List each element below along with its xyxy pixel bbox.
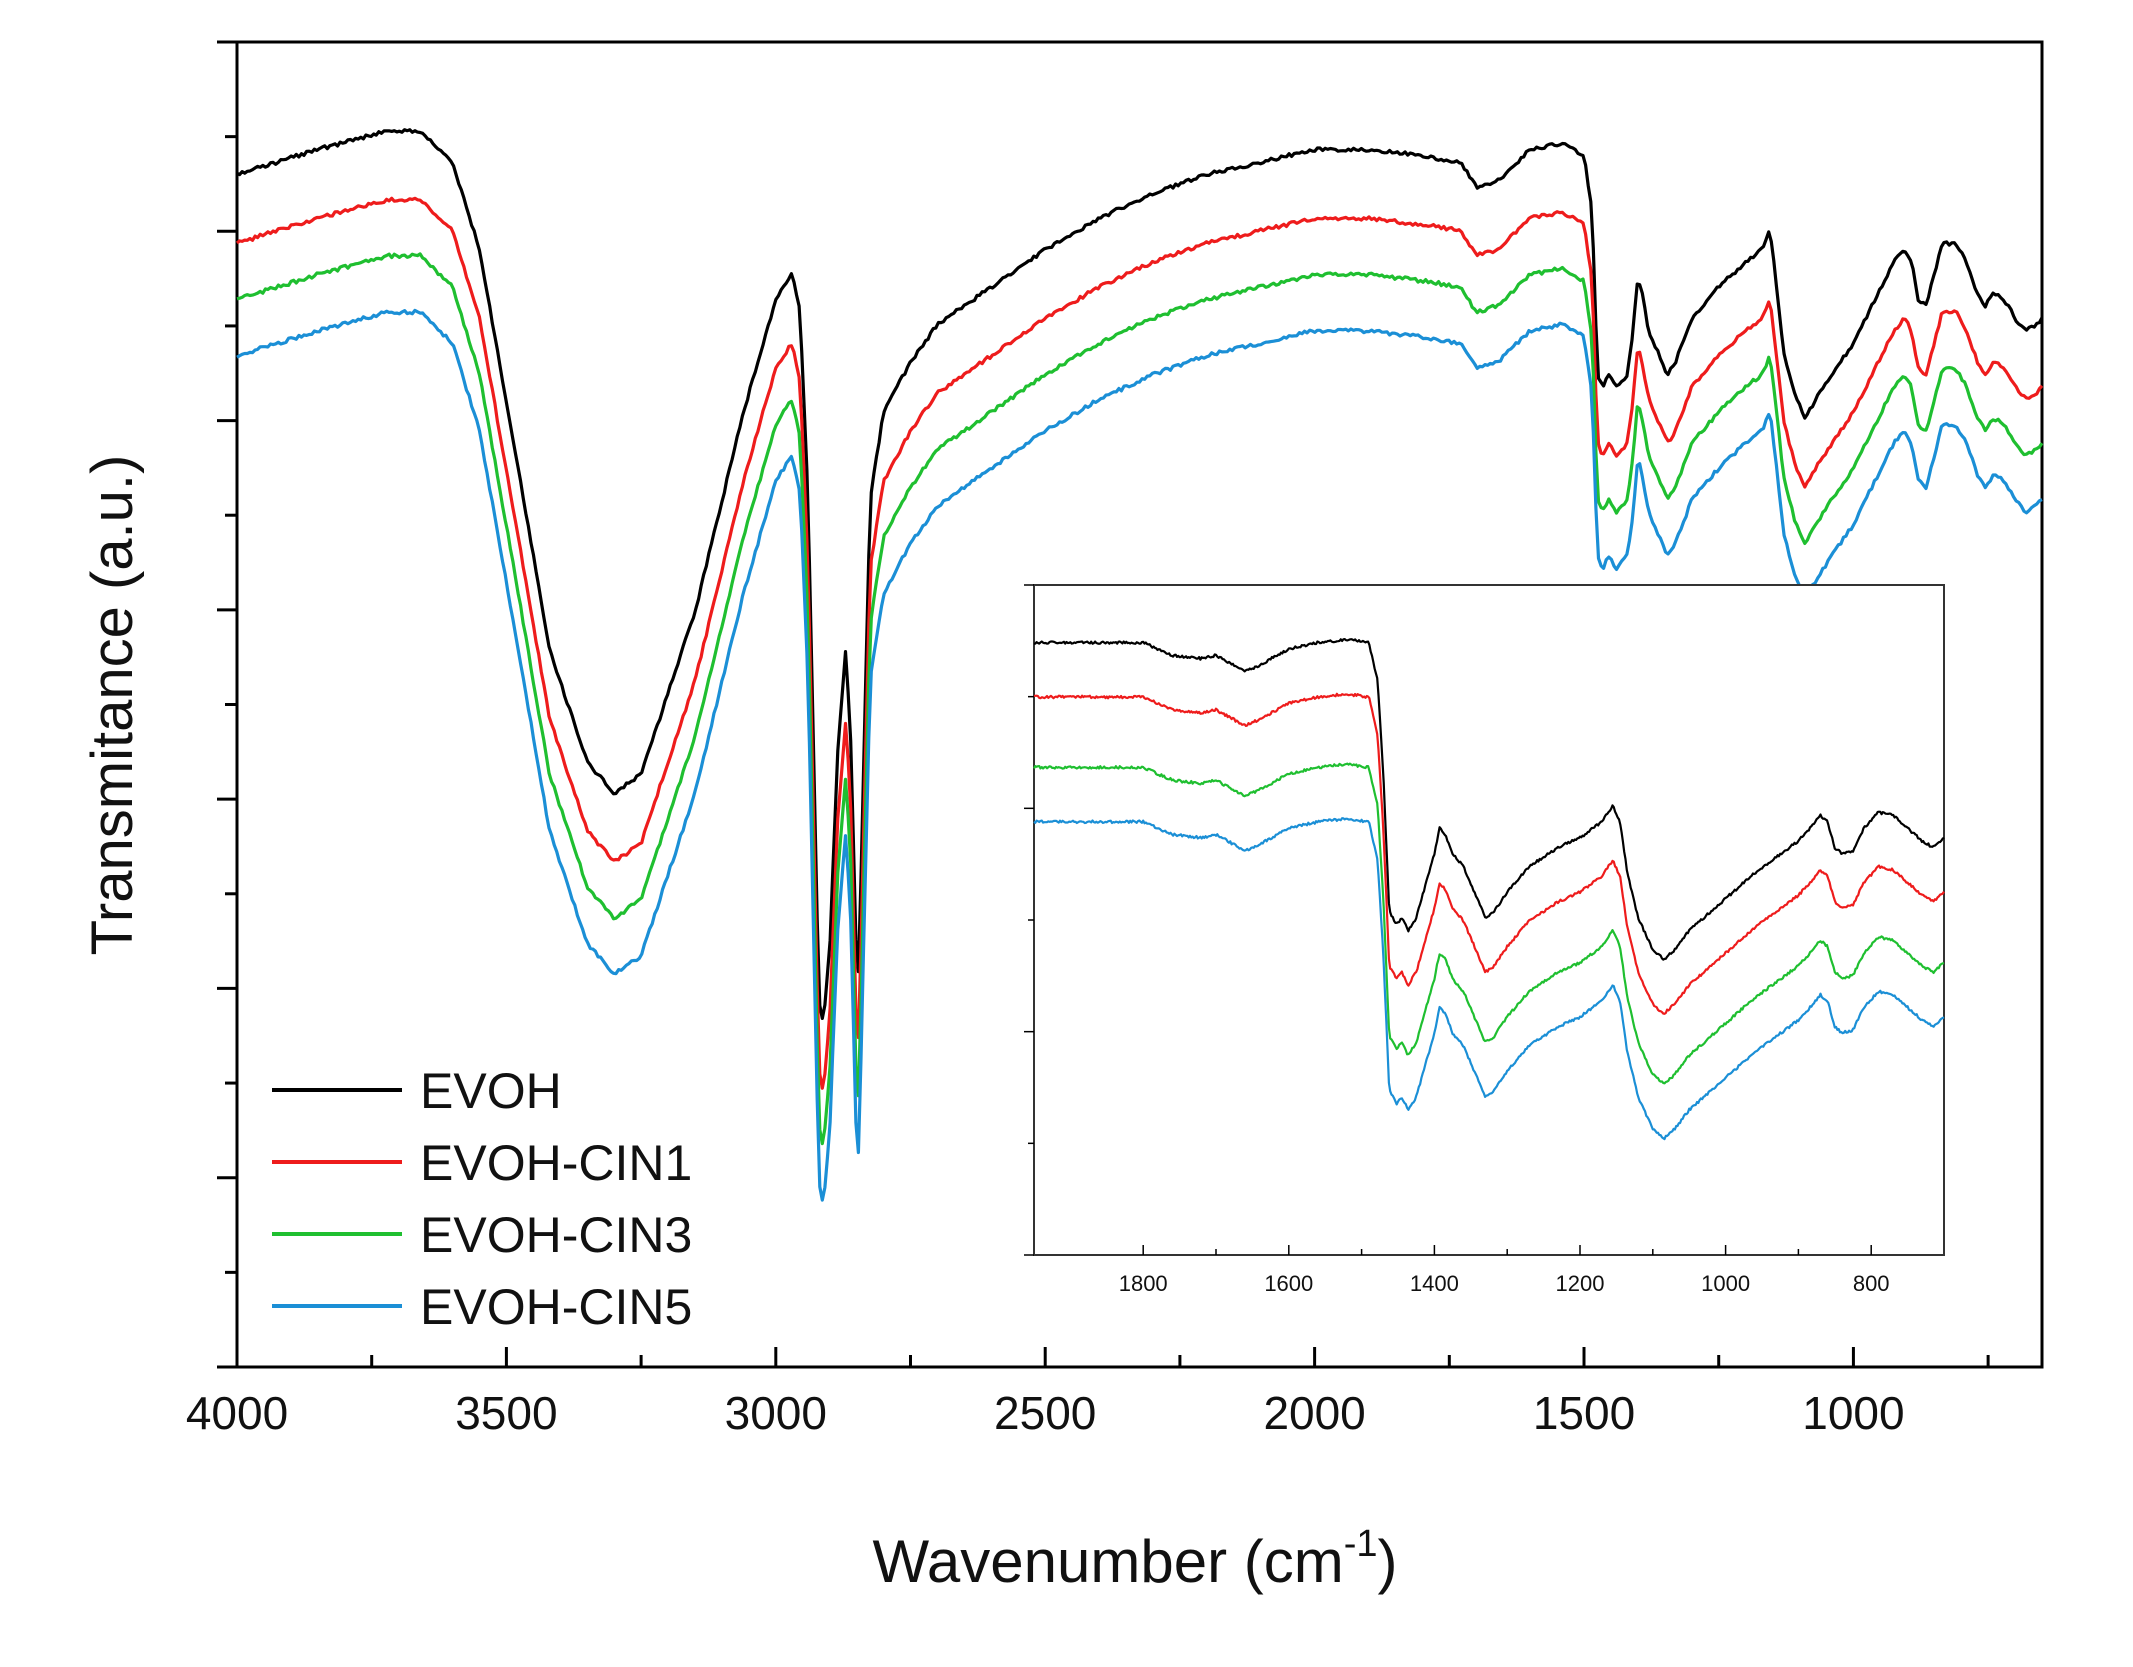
main-series-evoh-cin3 (236, 252, 2044, 1146)
legend-label-evoh-cin5: EVOH-CIN5 (420, 1279, 692, 1335)
legend-label-evoh: EVOH (420, 1063, 562, 1119)
main-x-tick-label: 3500 (455, 1387, 557, 1439)
legend: EVOH EVOH-CIN1 EVOH-CIN3 EVOH-CIN5 (272, 1063, 692, 1335)
x-axis-title-superscript: -1 (1344, 1523, 1378, 1565)
x-axis-title-text: Wavenumber (cm (873, 1528, 1344, 1595)
main-x-tick-label: 2500 (994, 1387, 1096, 1439)
inset-x-tick-label: 800 (1853, 1271, 1890, 1296)
legend-label-evoh-cin3: EVOH-CIN3 (420, 1207, 692, 1263)
inset-x-tick-label: 1600 (1264, 1271, 1313, 1296)
main-series-evoh-cin5 (236, 308, 2043, 1202)
main-series-evoh-cin1 (235, 196, 2044, 1090)
main-x-tick-label: 1500 (1533, 1387, 1635, 1439)
inset-series-evoh-cin5 (1033, 817, 1945, 1141)
main-x-tick-label: 4000 (186, 1387, 288, 1439)
x-axis-title-close: ) (1378, 1528, 1398, 1595)
inset-x-tick-label: 1000 (1701, 1271, 1750, 1296)
inset-plot: 1800 1600 1400 1200 1000 800 (1024, 584, 1945, 1296)
inset-series (1033, 638, 1945, 1141)
legend-label-evoh-cin1: EVOH-CIN1 (420, 1135, 692, 1191)
inset-x-tick-label: 1200 (1556, 1271, 1605, 1296)
main-ticks: 4000 3500 3000 2500 2000 1500 1000 (186, 40, 1990, 1439)
inset-x-tick-label: 1400 (1410, 1271, 1459, 1296)
inset-x-tick-label: 1800 (1119, 1271, 1168, 1296)
main-series (235, 128, 2044, 1202)
main-x-tick-label: 3000 (725, 1387, 827, 1439)
inset-series-evoh-cin3 (1033, 762, 1945, 1085)
main-series-evoh (236, 128, 2044, 1020)
y-axis-title: Transmitance (a.u.) (80, 455, 145, 956)
inset-series-evoh-cin1 (1034, 692, 1945, 1015)
inset-ticks: 1800 1600 1400 1200 1000 800 (1024, 584, 1890, 1296)
main-plot: 4000 3500 3000 2500 2000 1500 1000 (186, 40, 2044, 1439)
main-x-tick-label: 1000 (1802, 1387, 1904, 1439)
x-axis-title: Wavenumber (cm-1) (873, 1523, 1398, 1595)
main-x-tick-label: 2000 (1263, 1387, 1365, 1439)
inset-plot-background (1034, 585, 1944, 1255)
inset-series-evoh (1033, 638, 1945, 961)
